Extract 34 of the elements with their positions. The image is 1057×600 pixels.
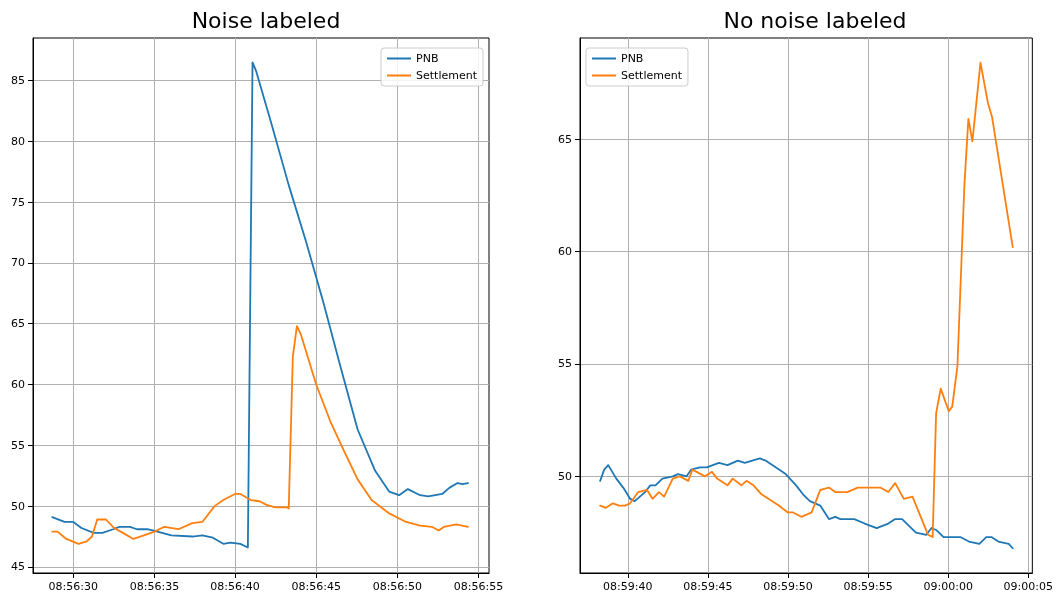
- y-tick-label: 75: [11, 195, 25, 209]
- y-tick-label: 60: [11, 378, 25, 392]
- x-tick-label: 08:56:55: [453, 580, 504, 593]
- x-tick-label: 09:00:05: [1003, 580, 1053, 593]
- x-tick-label: 08:56:50: [372, 580, 423, 593]
- x-tick-label: 08:56:45: [291, 580, 341, 593]
- y-tick-label: 85: [11, 74, 25, 88]
- y-tick-label: 50: [11, 499, 25, 513]
- y-tick-label: 65: [558, 132, 572, 146]
- chart-title: Noise labeled: [191, 7, 341, 33]
- y-tick-label: 55: [11, 438, 25, 452]
- y-tick-label: 65: [11, 317, 25, 331]
- x-tick-label: 08:59:40: [603, 580, 653, 593]
- line-series: [51, 325, 469, 545]
- x-tick-label: 08:56:40: [210, 580, 260, 593]
- legend-label: PNB: [416, 52, 439, 65]
- legend-label: Settlement: [416, 69, 478, 82]
- line-series: [599, 457, 1014, 550]
- line-series: [599, 61, 1014, 538]
- y-tick-label: 50: [558, 469, 572, 483]
- y-tick-label: 45: [11, 560, 25, 574]
- x-tick-label: 08:59:45: [683, 580, 733, 593]
- legend-label: Settlement: [621, 69, 683, 82]
- x-tick-label: 08:56:30: [48, 580, 98, 593]
- chart-title: No noise labeled: [723, 7, 907, 33]
- y-tick-label: 55: [558, 357, 572, 371]
- y-tick-label: 60: [558, 245, 572, 259]
- y-tick-label: 80: [11, 134, 25, 148]
- y-tick-label: 70: [11, 256, 25, 270]
- legend-label: PNB: [621, 52, 644, 65]
- x-tick-label: 09:00:00: [923, 580, 973, 593]
- x-tick-label: 08:59:50: [763, 580, 813, 593]
- x-tick-label: 08:59:55: [843, 580, 893, 593]
- x-tick-label: 08:56:35: [129, 580, 180, 593]
